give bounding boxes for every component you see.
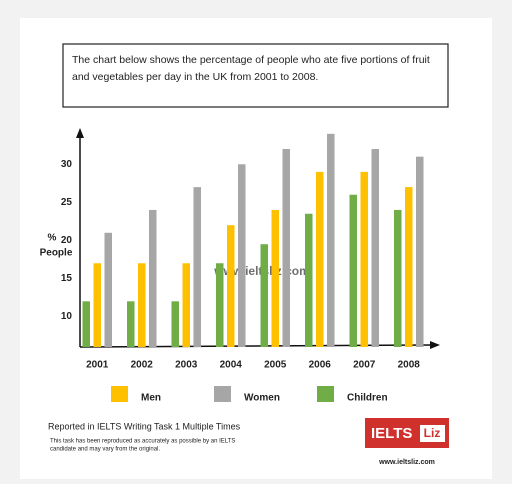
x-tick-label: 2001 [86, 360, 109, 371]
title-wrap: The chart below shows the percentage of … [72, 54, 430, 83]
bar [282, 149, 290, 347]
y-tick-label: 30 [61, 159, 73, 170]
bar [82, 301, 90, 347]
x-arrow [430, 341, 440, 349]
bar [405, 187, 413, 347]
legend-swatch [214, 386, 231, 402]
x-tick-label: 2007 [353, 360, 376, 371]
bar [171, 301, 179, 347]
x-tick-label: 2008 [398, 360, 421, 371]
bar [305, 213, 313, 347]
bar [416, 156, 424, 347]
logo-tag [420, 425, 445, 442]
bar [138, 263, 146, 347]
source-note: This task has been reproduced as accurat… [50, 439, 235, 445]
bar [149, 209, 157, 347]
legend-swatch [111, 386, 128, 402]
bar [127, 301, 135, 347]
x-tick-label: 2002 [131, 360, 154, 371]
x-tick-label: 2004 [220, 360, 243, 371]
bar [394, 209, 402, 347]
bar [93, 263, 101, 347]
bar [193, 187, 201, 347]
bar [216, 263, 224, 347]
legend-label: Women [244, 393, 280, 404]
bar [349, 194, 357, 347]
y-label: People [40, 248, 73, 259]
title-box [62, 43, 449, 108]
y-arrow [76, 128, 84, 138]
legend-label: Children [347, 393, 388, 404]
source-note: candidate and may vary from the original… [50, 447, 160, 453]
bar [104, 232, 112, 347]
y-tick-label: 10 [61, 311, 73, 322]
bar [260, 244, 268, 347]
bar [182, 263, 190, 347]
logo-text: IELTS [371, 425, 412, 442]
y-tick-label: 20 [61, 235, 73, 246]
y-tick-label: 25 [61, 197, 73, 208]
x-tick-label: 2005 [264, 360, 287, 371]
bar [327, 133, 335, 347]
legend-label: Men [141, 393, 161, 404]
bar [238, 164, 246, 347]
chart-title: The chart below shows the percentage of … [72, 54, 430, 83]
bar [371, 149, 379, 347]
bar [316, 171, 324, 347]
source-url: www.ieltsliz.com [378, 459, 435, 466]
x-tick-label: 2006 [309, 360, 332, 371]
legend-swatch [317, 386, 334, 402]
bar [360, 171, 368, 347]
source-heading: Reported in IELTS Writing Task 1 Multipl… [48, 421, 241, 431]
y-tick-label: 15 [61, 273, 73, 284]
logo-tag-text: Liz [424, 426, 441, 440]
y-label-symbol: % [48, 233, 57, 244]
bar [227, 225, 235, 347]
x-tick-label: 2003 [175, 360, 198, 371]
bar [271, 209, 279, 347]
